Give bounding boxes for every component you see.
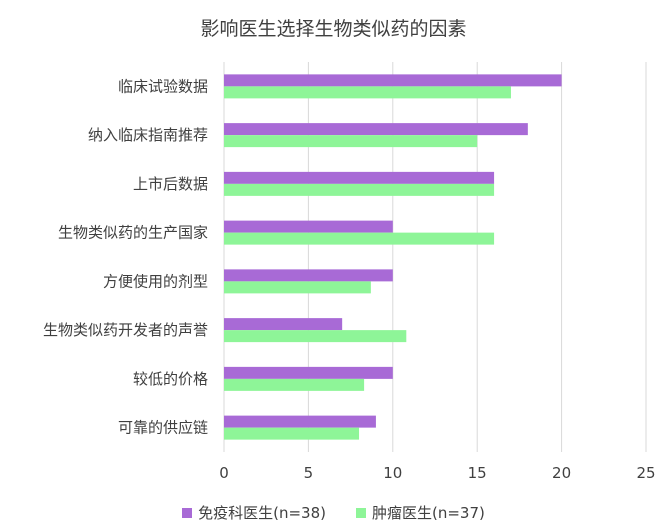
x-tick-label: 5 [304, 464, 314, 482]
gridlines [223, 62, 647, 452]
bar-oncology [224, 378, 365, 391]
category-labels: 临床试验数据纳入临床指南推荐上市后数据生物类似药的生产国家方便使用的剂型生物类似… [43, 77, 208, 436]
chart-title: 影响医生选择生物类似药的因素 [200, 18, 467, 40]
bar-immunology [224, 366, 393, 379]
legend-label-oncology: 肿瘤医生(n=37) [372, 504, 485, 522]
category-label: 较低的价格 [133, 370, 208, 388]
category-label: 可靠的供应链 [118, 419, 208, 437]
x-tick-label: 10 [383, 464, 402, 482]
category-label: 上市后数据 [133, 175, 208, 193]
bar-oncology [224, 281, 371, 294]
category-label: 纳入临床指南推荐 [88, 126, 208, 144]
bar-oncology [224, 86, 511, 99]
bar-immunology [224, 269, 393, 282]
bar-immunology [224, 74, 562, 87]
x-tick-labels: 0 5 10 15 20 25 [219, 464, 655, 482]
legend-item-immunology: 免疫科医生(n=38) [182, 502, 326, 523]
legend-swatch-oncology [356, 507, 366, 518]
legend-item-oncology: 肿瘤医生(n=37) [356, 502, 485, 523]
x-tick-label: 25 [636, 464, 655, 482]
legend: 免疫科医生(n=38) 肿瘤医生(n=37) [0, 502, 667, 523]
bar-oncology [224, 330, 407, 343]
category-label: 生物类似药开发者的声誉 [43, 321, 208, 339]
bar-immunology [224, 318, 343, 331]
bar-immunology [224, 415, 376, 428]
category-label: 临床试验数据 [118, 77, 208, 95]
x-tick-label: 15 [468, 464, 487, 482]
legend-label-immunology: 免疫科医生(n=38) [198, 504, 326, 522]
bar-oncology [224, 135, 478, 148]
bar-immunology [224, 123, 528, 136]
bar-oncology [224, 232, 495, 245]
x-tick-label: 20 [552, 464, 571, 482]
category-label: 生物类似药的生产国家 [58, 224, 208, 242]
legend-swatch-immunology [182, 507, 193, 518]
bar-immunology [224, 220, 393, 233]
bar-immunology [224, 171, 495, 184]
bar-oncology [224, 427, 360, 440]
bars [224, 74, 562, 440]
x-tick-label: 0 [219, 464, 229, 482]
bar-oncology [224, 183, 495, 196]
category-label: 方便使用的剂型 [103, 272, 208, 290]
